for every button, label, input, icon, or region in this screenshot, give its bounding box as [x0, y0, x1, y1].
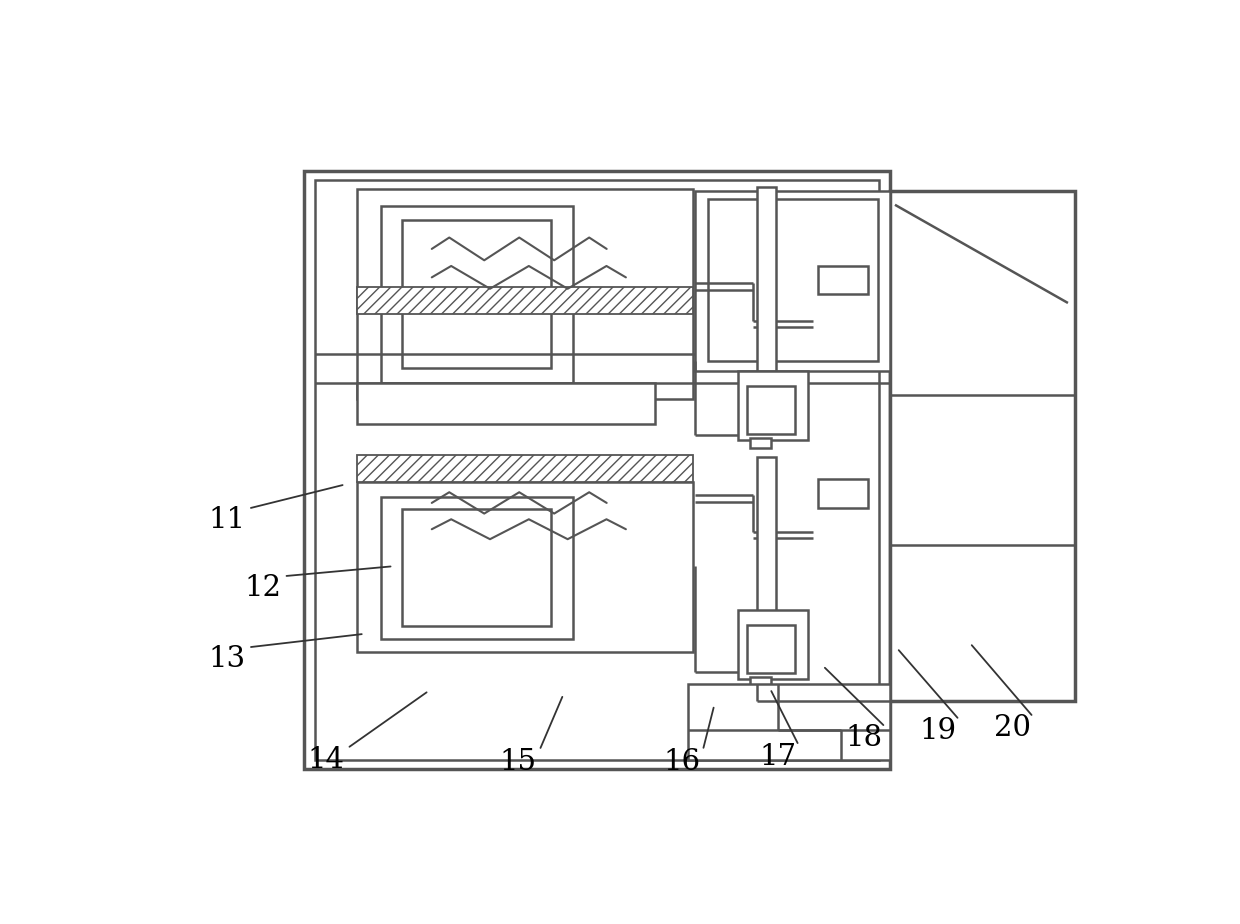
Bar — [750, 438, 771, 448]
Bar — [756, 187, 776, 371]
Bar — [402, 508, 551, 626]
Bar — [818, 480, 868, 508]
Text: 15: 15 — [500, 748, 537, 776]
Bar — [696, 190, 890, 371]
Bar — [818, 266, 868, 295]
Bar — [746, 385, 795, 434]
Bar — [357, 482, 693, 651]
Bar — [746, 625, 795, 673]
Text: 14: 14 — [308, 746, 345, 773]
Bar — [708, 199, 878, 361]
Bar — [402, 221, 551, 369]
Text: 18: 18 — [846, 724, 883, 752]
Bar — [357, 456, 693, 482]
Bar — [381, 496, 573, 638]
Text: 20: 20 — [993, 714, 1030, 743]
Text: 19: 19 — [920, 717, 957, 746]
Text: 11: 11 — [208, 506, 246, 534]
Bar — [756, 457, 776, 626]
Bar — [738, 371, 807, 440]
Text: 17: 17 — [759, 743, 796, 771]
Bar — [357, 189, 693, 399]
Bar — [738, 610, 807, 678]
Bar — [890, 190, 1075, 701]
Text: 13: 13 — [208, 645, 246, 673]
Bar — [357, 286, 693, 313]
Bar — [357, 383, 655, 424]
Bar — [381, 206, 573, 383]
Text: 16: 16 — [663, 748, 701, 776]
Text: 12: 12 — [244, 574, 281, 602]
Bar — [304, 171, 890, 769]
Bar — [750, 677, 771, 687]
Bar — [315, 180, 879, 760]
Bar — [688, 684, 890, 760]
